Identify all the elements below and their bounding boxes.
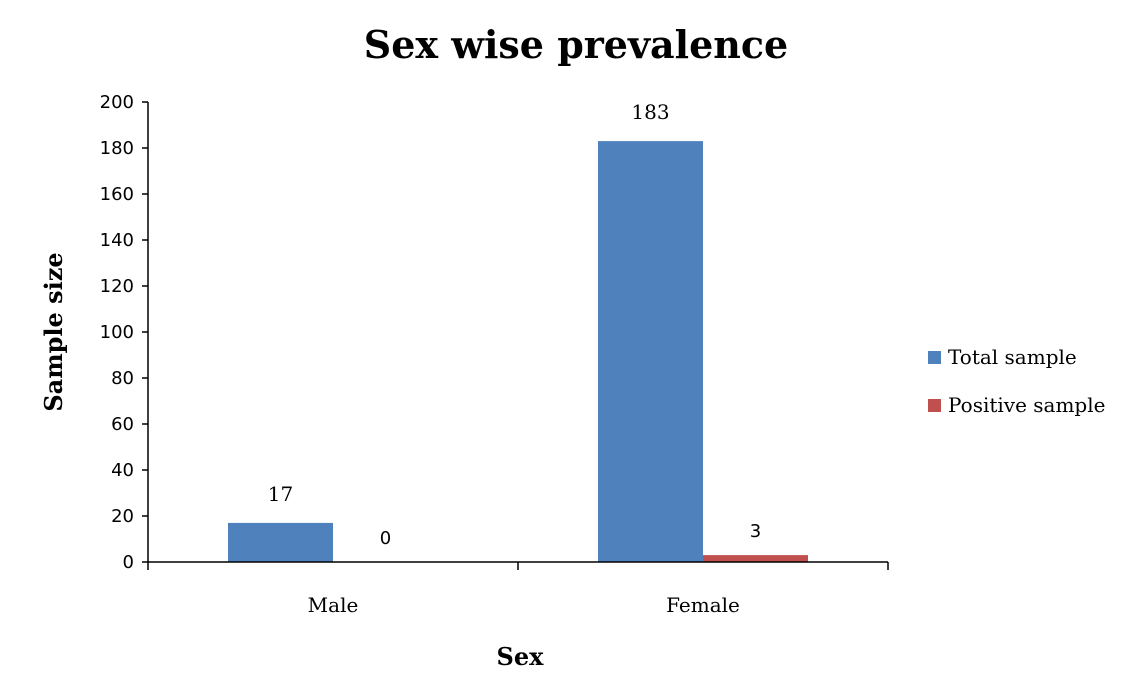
y-tick-label: 20: [111, 506, 134, 527]
y-axis-title: Sample size: [39, 252, 68, 411]
bar-total-sample: [228, 522, 333, 562]
legend-label: Total sample: [948, 345, 1077, 369]
data-label: 183: [631, 100, 669, 124]
y-tick-label: 120: [100, 276, 134, 297]
x-category-label: Male: [308, 593, 359, 617]
data-label: 17: [268, 482, 293, 506]
y-tick-label: 160: [100, 184, 134, 205]
plot-area: 0 20 40 60 80 100 120 140 160 180 200 17 183 0 3 Male Fe…: [100, 92, 889, 617]
legend-label: Positive sample: [948, 393, 1105, 417]
legend-swatch: [928, 399, 941, 412]
legend-swatch: [928, 351, 941, 364]
data-label: 3: [750, 521, 761, 542]
y-tick-label: 180: [100, 138, 134, 159]
x-axis-title: Sex: [497, 642, 545, 671]
y-tick-label: 140: [100, 230, 134, 251]
y-tick-label: 60: [111, 414, 134, 435]
y-tick-label: 40: [111, 460, 134, 481]
x-category-label: Female: [666, 593, 740, 617]
legend: Total sample Positive sample: [928, 345, 1105, 417]
y-tick-label: 200: [100, 92, 134, 113]
y-tick-label: 80: [111, 368, 134, 389]
chart-title: Sex wise prevalence: [364, 22, 788, 67]
bar-positive-sample: [703, 555, 808, 562]
y-tick-label: 0: [123, 552, 134, 573]
bar-total-sample: [598, 141, 703, 562]
data-label: 0: [380, 528, 391, 549]
y-tick-label: 100: [100, 322, 134, 343]
